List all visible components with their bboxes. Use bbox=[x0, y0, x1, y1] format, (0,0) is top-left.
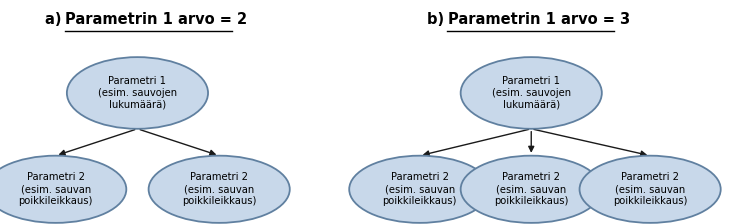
Text: b): b) bbox=[427, 12, 450, 27]
Text: Parametri 2
(esim. sauvan
poikkileikkaus): Parametri 2 (esim. sauvan poikkileikkaus… bbox=[383, 172, 457, 206]
Text: Parametri 2
(esim. sauvan
poikkileikkaus): Parametri 2 (esim. sauvan poikkileikkaus… bbox=[182, 172, 256, 206]
Text: Parametrin 1 arvo = 2: Parametrin 1 arvo = 2 bbox=[65, 12, 247, 27]
Text: Parametri 2
(esim. sauvan
poikkileikkaus): Parametri 2 (esim. sauvan poikkileikkaus… bbox=[19, 172, 93, 206]
Ellipse shape bbox=[0, 156, 126, 223]
Text: Parametri 1
(esim. sauvojen
lukumäärä): Parametri 1 (esim. sauvojen lukumäärä) bbox=[492, 76, 571, 110]
Text: Parametrin 1 arvo = 3: Parametrin 1 arvo = 3 bbox=[448, 12, 630, 27]
Text: a): a) bbox=[45, 12, 66, 27]
Text: Parametri 2
(esim. sauvan
poikkileikkaus): Parametri 2 (esim. sauvan poikkileikkaus… bbox=[494, 172, 568, 206]
Ellipse shape bbox=[461, 156, 602, 223]
Ellipse shape bbox=[349, 156, 490, 223]
Ellipse shape bbox=[149, 156, 290, 223]
Ellipse shape bbox=[67, 57, 208, 129]
Ellipse shape bbox=[461, 57, 602, 129]
Ellipse shape bbox=[580, 156, 721, 223]
Text: Parametri 1
(esim. sauvojen
lukumäärä): Parametri 1 (esim. sauvojen lukumäärä) bbox=[98, 76, 177, 110]
Text: Parametri 2
(esim. sauvan
poikkileikkaus): Parametri 2 (esim. sauvan poikkileikkaus… bbox=[613, 172, 687, 206]
